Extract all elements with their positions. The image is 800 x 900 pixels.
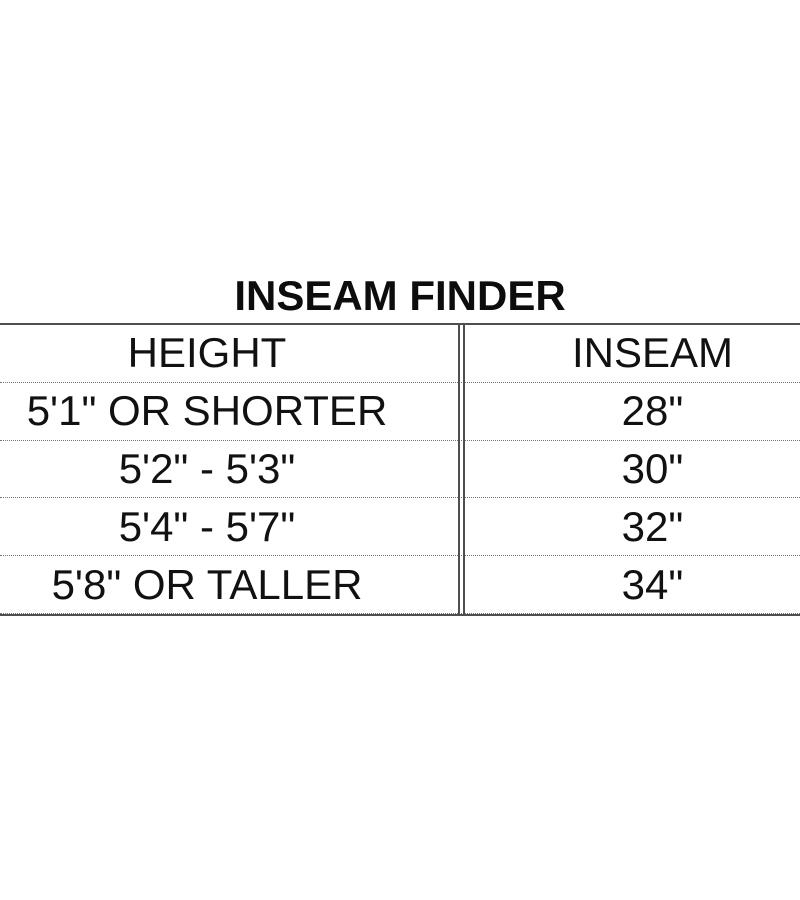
- table-row: 5'8" OR TALLER 34": [0, 556, 800, 614]
- inseam-cell: 32": [621, 502, 684, 550]
- table-row: 5'4" - 5'7" 32": [0, 498, 800, 557]
- page-title: INSEAM FINDER: [234, 272, 566, 319]
- table-header-row: HEIGHT INSEAM: [0, 325, 800, 383]
- inseam-column-header: INSEAM: [571, 329, 734, 377]
- inseam-cell: 34": [621, 560, 684, 608]
- height-cell: 5'1" OR SHORTER: [26, 387, 388, 435]
- table-row: 5'2" - 5'3" 30": [0, 441, 800, 499]
- height-cell: 5'4" - 5'7": [118, 502, 296, 550]
- inseam-size-table: HEIGHT INSEAM 5'1" OR SHORTER 28" 5'2" -…: [0, 323, 800, 616]
- height-cell: 5'8" OR TALLER: [51, 560, 363, 608]
- inseam-cell: 30": [621, 444, 684, 492]
- inseam-cell: 28": [621, 387, 684, 435]
- height-column-header: HEIGHT: [127, 329, 287, 377]
- table-row: 5'1" OR SHORTER 28": [0, 383, 800, 441]
- height-cell: 5'2" - 5'3": [118, 444, 296, 492]
